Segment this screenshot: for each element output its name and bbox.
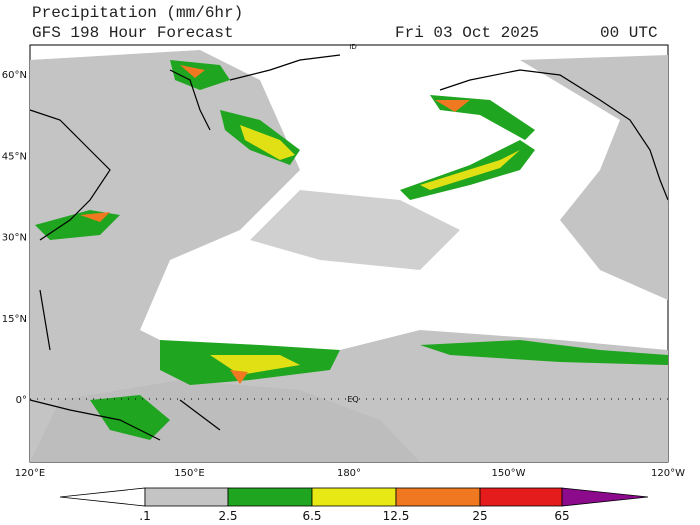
colorbar-label: 2.5 xyxy=(218,509,237,523)
lon-label: 150°W xyxy=(492,468,526,479)
lat-label: 45°N xyxy=(2,151,27,162)
title: Precipitation (mm/6hr) xyxy=(32,4,243,22)
lat-label: 30°N xyxy=(2,233,27,244)
lon-label: 120°W xyxy=(651,468,685,479)
lat-label: 15°N xyxy=(2,314,27,325)
colorbar-label: .1 xyxy=(139,509,150,523)
lat-label: 0° xyxy=(16,395,27,406)
time: 00 UTC xyxy=(600,24,658,42)
equator-label: EQ xyxy=(347,395,358,404)
date: Fri 03 Oct 2025 xyxy=(395,24,539,42)
subtitle: GFS 198 Hour Forecast xyxy=(32,24,234,42)
lon-label: 120°E xyxy=(15,468,45,479)
lon-label: 150°E xyxy=(174,468,204,479)
colorbar-label: 6.5 xyxy=(302,509,321,523)
dateline-label: ID xyxy=(349,43,356,51)
colorbar-label: 65 xyxy=(554,509,569,523)
lon-label: 180° xyxy=(337,468,361,479)
map xyxy=(29,44,669,463)
colorbar-label: 25 xyxy=(472,509,487,523)
colorbar-label: 12.5 xyxy=(383,509,410,523)
lat-label: 60°N xyxy=(2,70,27,81)
colorbar xyxy=(59,487,649,507)
